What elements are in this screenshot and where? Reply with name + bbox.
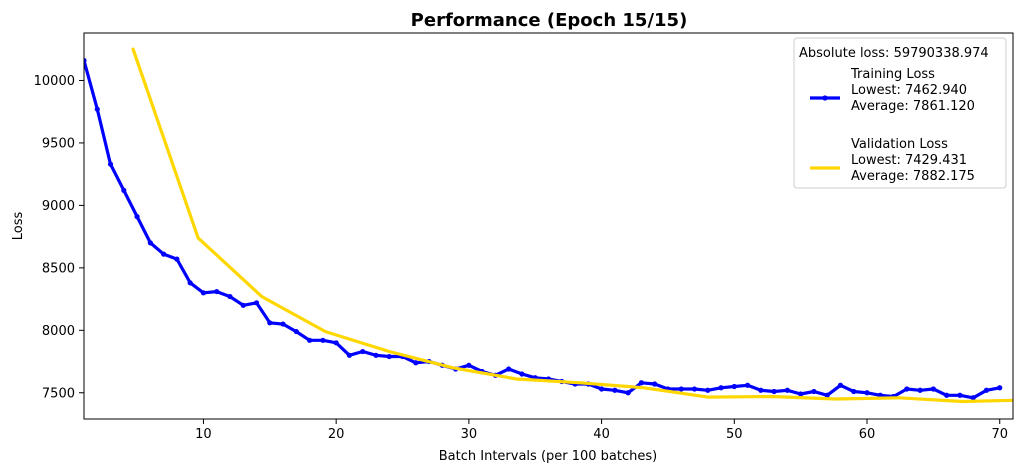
data-point	[519, 371, 525, 377]
data-point	[240, 302, 246, 308]
x-tick-label: 30	[461, 427, 478, 442]
legend-entry-text: Training Loss	[850, 67, 935, 82]
data-point	[360, 348, 366, 355]
y-tick-label: 8000	[42, 324, 75, 339]
data-point	[187, 280, 193, 286]
x-axis-label: Batch Intervals (per 100 batches)	[439, 449, 657, 464]
x-tick-label: 60	[859, 427, 876, 442]
data-point	[598, 386, 605, 392]
data-point	[957, 392, 963, 398]
data-point	[705, 387, 711, 393]
data-point	[107, 161, 114, 167]
data-point	[771, 388, 777, 395]
legend-entry-text: Average: 7882.175	[851, 169, 975, 184]
x-tick-label: 70	[991, 427, 1008, 442]
data-point	[678, 386, 684, 392]
series-line-validation	[131, 47, 1013, 404]
legend-box	[793, 37, 1007, 189]
data-point	[94, 106, 100, 112]
data-point	[612, 387, 618, 393]
data-point	[134, 214, 140, 220]
data-point	[758, 387, 764, 393]
data-point	[944, 392, 950, 398]
data-point	[997, 385, 1003, 391]
x-tick-label: 10	[195, 427, 212, 442]
x-tick-label: 50	[726, 427, 743, 442]
data-point	[200, 290, 207, 296]
data-point	[625, 390, 631, 396]
data-point	[333, 340, 339, 346]
data-point	[346, 352, 353, 358]
data-point	[917, 387, 923, 393]
data-point	[253, 300, 260, 306]
legend-marker	[822, 95, 828, 101]
data-point	[174, 256, 180, 262]
x-tick-label: 40	[593, 427, 610, 442]
data-point	[373, 352, 379, 358]
data-point	[824, 392, 830, 398]
y-tick-label: 10000	[34, 74, 75, 89]
legend-header: Absolute loss: 59790338.974	[799, 46, 989, 61]
data-point	[147, 240, 153, 246]
data-point	[413, 360, 419, 366]
data-point	[307, 337, 313, 343]
y-axis-label: Loss	[11, 212, 26, 241]
data-point	[386, 353, 392, 360]
data-point	[652, 381, 658, 387]
data-point	[930, 386, 936, 392]
data-point	[638, 380, 645, 386]
y-tick-label: 9000	[42, 199, 75, 214]
chart-title: Performance (Epoch 15/15)	[411, 10, 688, 31]
y-tick-label: 8500	[42, 261, 75, 276]
x-tick-label: 20	[328, 427, 345, 442]
data-point	[466, 362, 472, 368]
data-point	[506, 366, 512, 372]
data-point	[84, 57, 87, 64]
data-point	[280, 321, 286, 327]
legend: Absolute loss: 59790338.974 Training Los…	[793, 37, 1007, 189]
data-point	[267, 320, 273, 326]
plot-frame	[83, 32, 1014, 420]
data-point	[983, 387, 990, 393]
data-point	[811, 388, 817, 395]
data-point	[904, 386, 910, 392]
data-point	[121, 187, 127, 193]
data-point	[214, 288, 220, 295]
data-point	[227, 293, 233, 300]
data-point	[293, 328, 299, 335]
data-point	[731, 383, 737, 390]
data-point	[798, 391, 804, 397]
data-point	[837, 382, 844, 388]
y-tick-label: 9500	[42, 136, 75, 151]
y-tick-label: 7500	[42, 386, 75, 401]
data-point	[784, 387, 790, 393]
data-point	[744, 382, 751, 388]
legend-entry-text: Lowest: 7462.940	[851, 83, 967, 98]
data-point	[161, 251, 167, 257]
plot-area	[84, 47, 1013, 404]
data-point	[970, 395, 976, 401]
data-point	[851, 388, 857, 395]
data-point	[320, 337, 326, 343]
data-point	[718, 385, 724, 391]
legend-entry-text: Average: 7861.120	[851, 99, 975, 114]
data-point	[691, 386, 698, 392]
data-point	[864, 390, 870, 396]
series-line-training	[84, 58, 1002, 400]
legend-entry-text: Validation Loss	[851, 137, 948, 152]
legend-entry-text: Lowest: 7429.431	[851, 153, 967, 168]
